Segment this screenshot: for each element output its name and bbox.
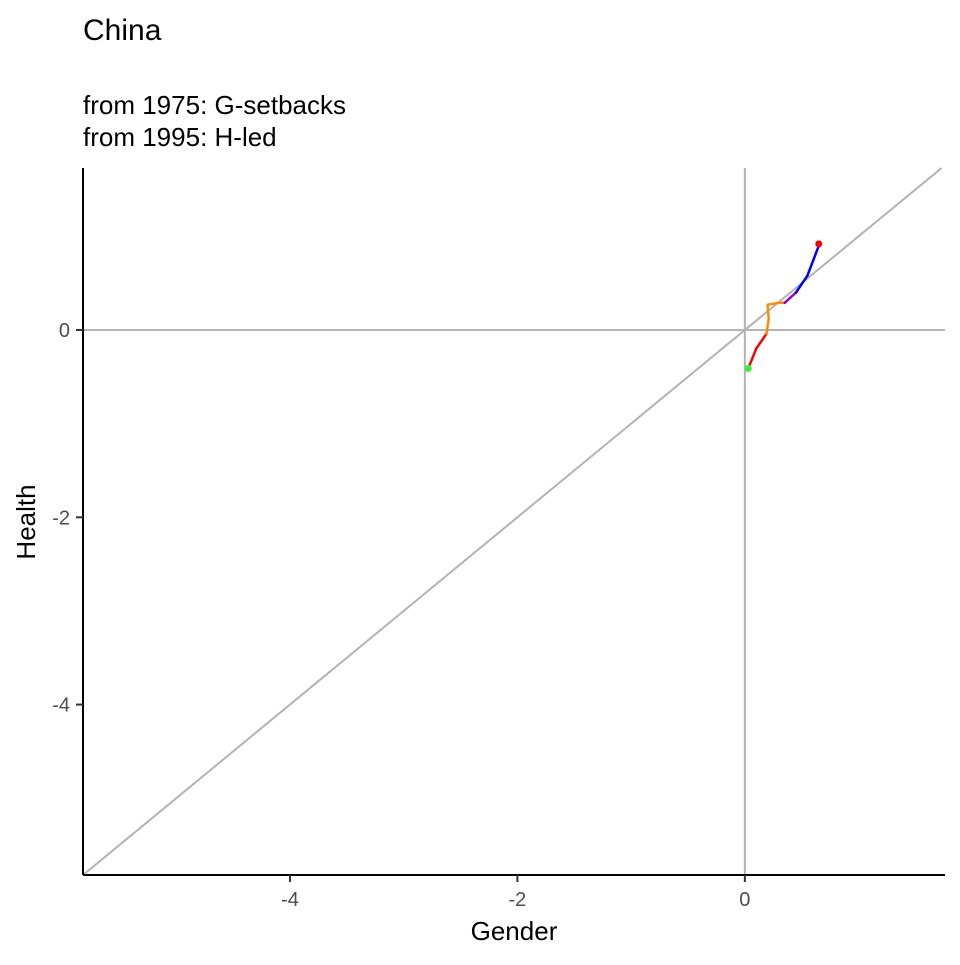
axes: -4 -2 0 0 -2 -4 [52, 168, 945, 911]
x-axis-label: Gender [471, 916, 558, 946]
chart-subtitle-line-1: from 1975: G-setbacks [83, 90, 346, 120]
chart-subtitle-line-2: from 1995: H-led [83, 122, 277, 152]
trajectory-segment-1 [747, 332, 768, 370]
reference-line-diagonal [82, 167, 943, 876]
plot-area [82, 167, 945, 876]
trajectory-segment-4 [794, 244, 821, 294]
x-tick-label: -4 [281, 889, 299, 911]
x-tick-label: -2 [509, 889, 527, 911]
chart-title: China [83, 14, 162, 47]
trajectory-segment-3 [783, 291, 798, 305]
trajectory-segment-2 [765, 301, 786, 335]
y-axis-label: Health [11, 484, 41, 559]
x-tick-label: 0 [739, 889, 750, 911]
start-point-marker [744, 364, 752, 372]
end-point-marker [815, 240, 823, 248]
y-tick-label: -2 [52, 507, 70, 529]
y-tick-label: 0 [59, 320, 70, 342]
y-tick-label: -4 [52, 695, 70, 717]
